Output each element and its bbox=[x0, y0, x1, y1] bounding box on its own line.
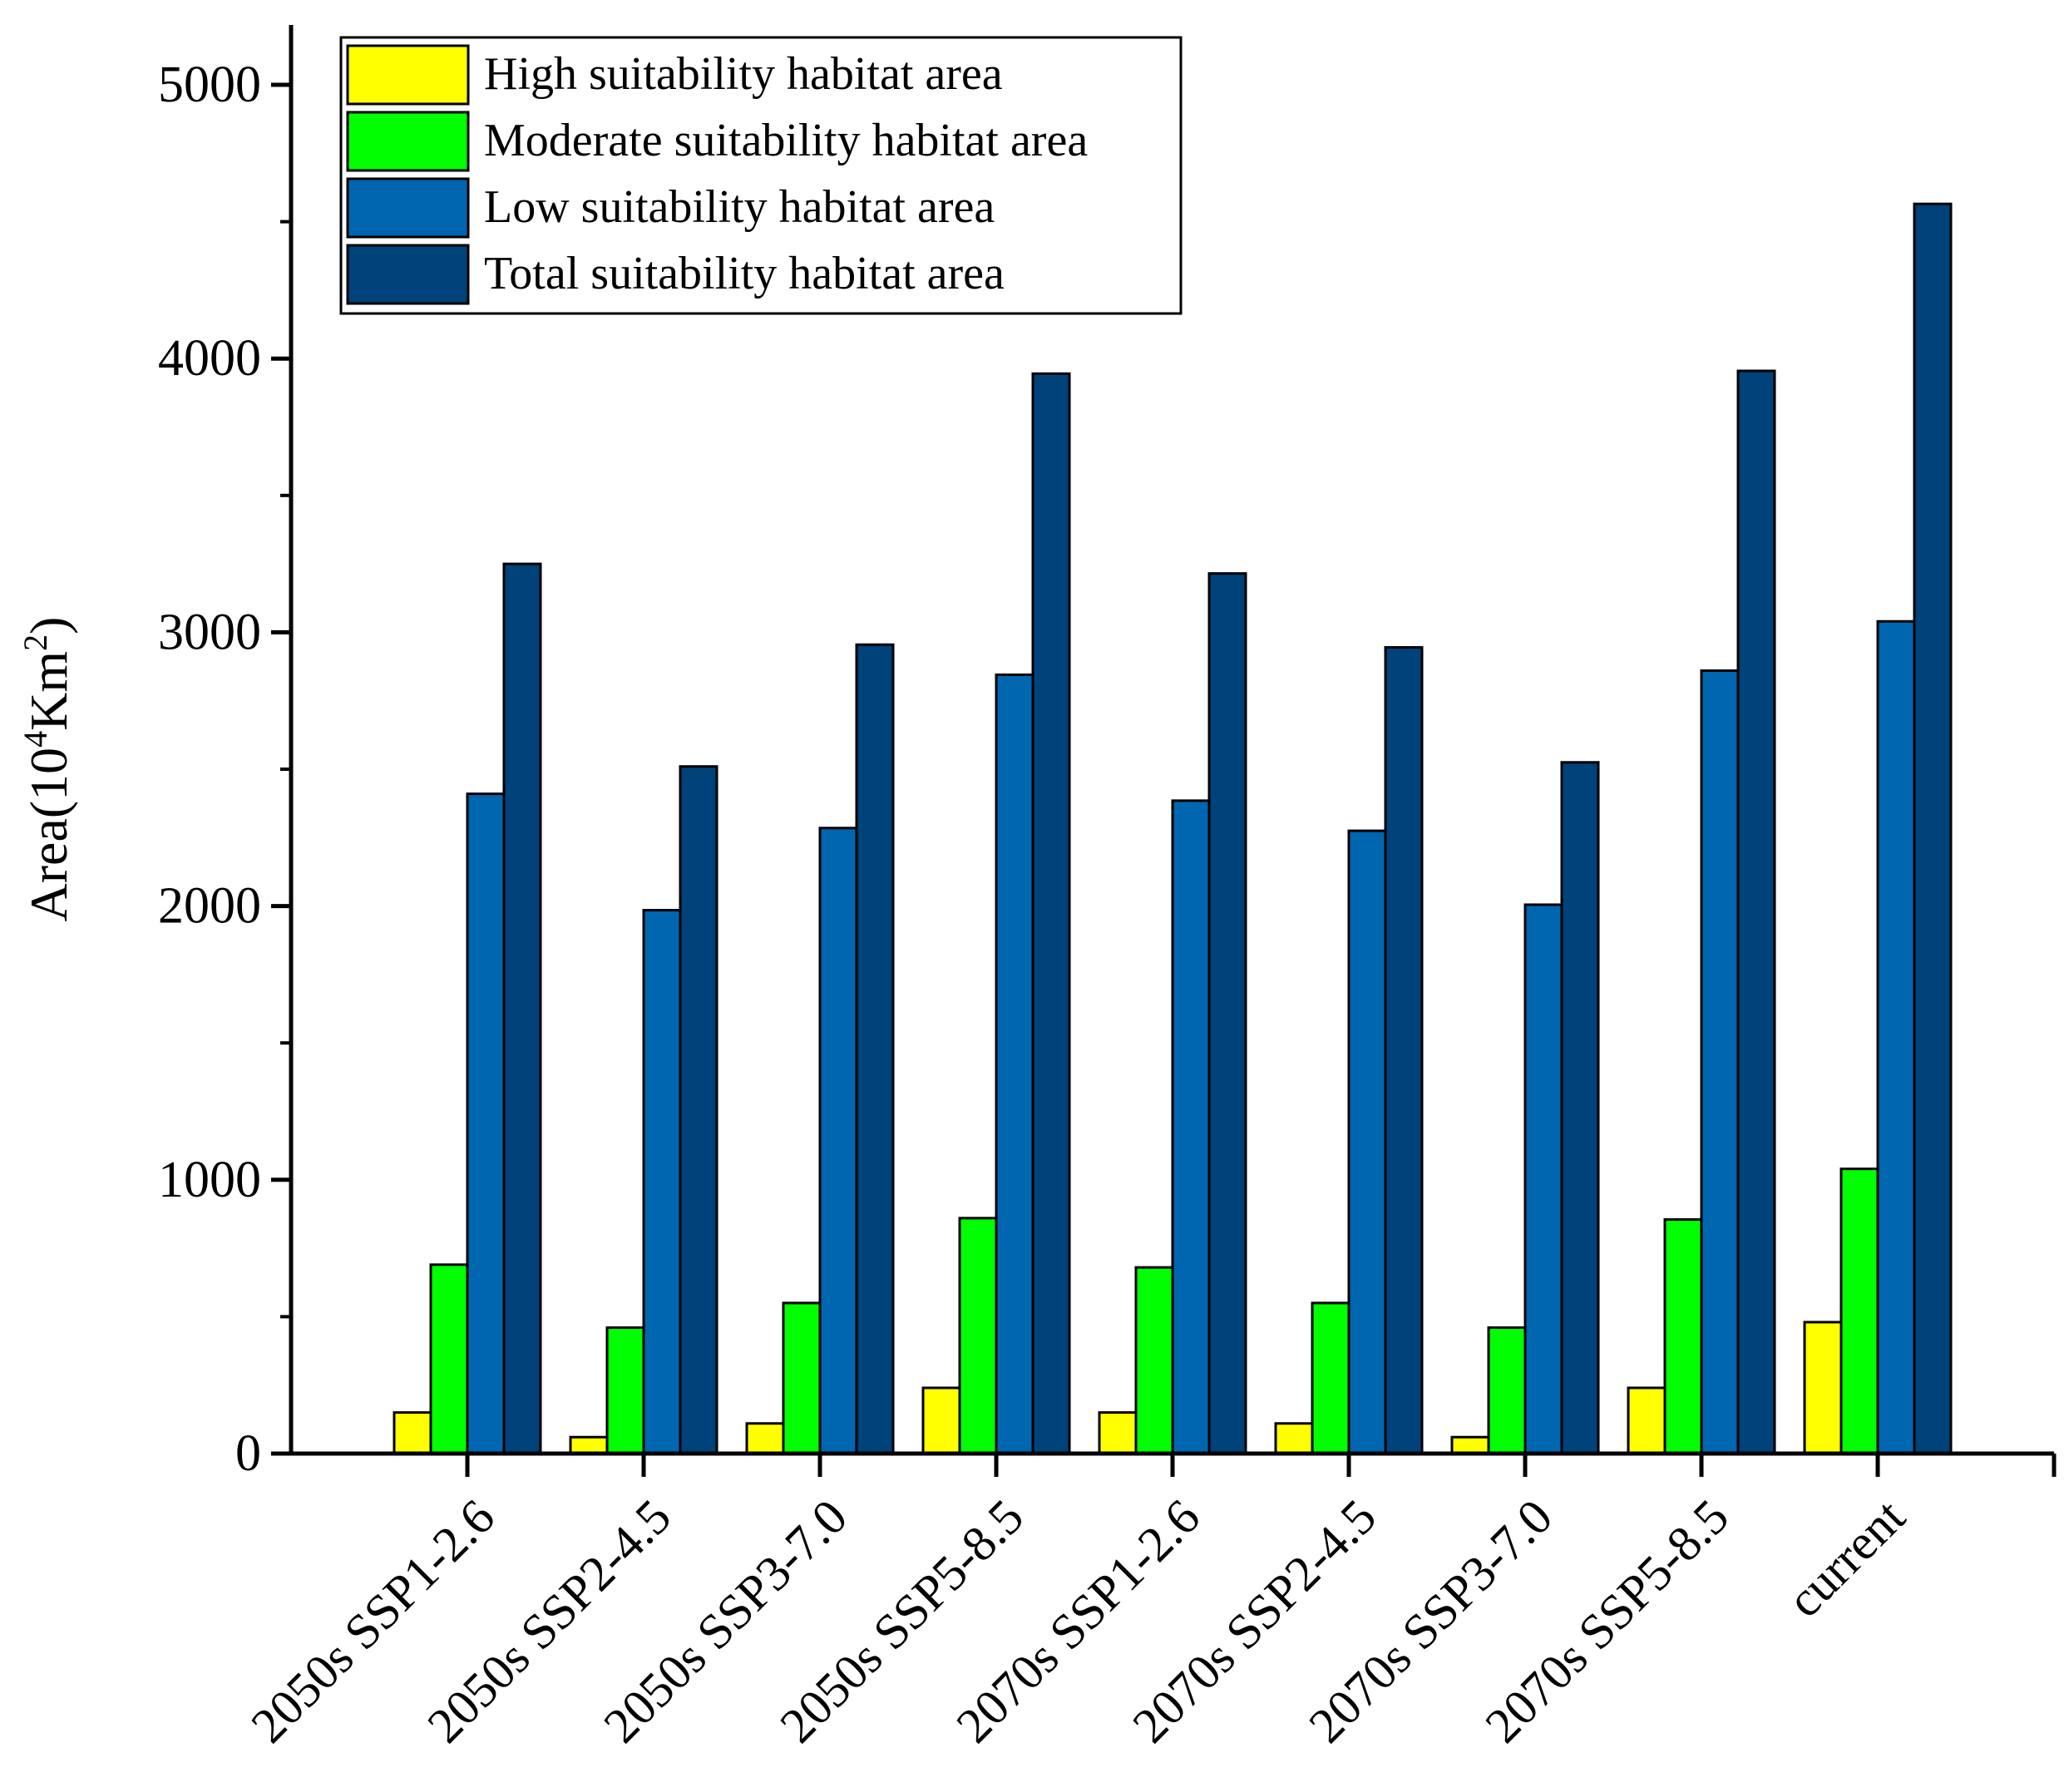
bar-moderate-suitability-habitat-area-2050s-ssp2-4-5 bbox=[605, 1326, 645, 1455]
bar-total-suitability-habitat-area-2070s-ssp2-4-5 bbox=[1384, 646, 1424, 1455]
bar-moderate-suitability-habitat-area-2070s-ssp5-8-5 bbox=[1663, 1218, 1703, 1455]
bar-moderate-suitability-habitat-area-2050s-ssp3-7-0 bbox=[782, 1301, 822, 1455]
x-tick-label: current bbox=[1776, 1488, 1915, 1627]
bar-low-suitability-habitat-area-2070s-ssp3-7-0 bbox=[1523, 903, 1563, 1455]
bar-high-suitability-habitat-area-2070s-ssp5-8-5 bbox=[1627, 1386, 1667, 1455]
y-axis-title-part: 4 bbox=[17, 731, 54, 748]
bar-moderate-suitability-habitat-area-2050s-ssp5-8-5 bbox=[958, 1217, 998, 1455]
legend-swatch-moderate-suitability-habitat-area bbox=[346, 111, 470, 172]
bar-high-suitability-habitat-area-2050s-ssp5-8-5 bbox=[921, 1386, 961, 1455]
bar-moderate-suitability-habitat-area-2050s-ssp1-2-6 bbox=[429, 1263, 469, 1455]
bar-high-suitability-habitat-area-current bbox=[1803, 1321, 1843, 1455]
legend-swatch-low-suitability-habitat-area bbox=[346, 177, 470, 239]
y-axis-title-part: Km bbox=[19, 651, 78, 731]
y-tick-label: 5000 bbox=[158, 57, 261, 113]
y-axis-title: Area(104Km2) bbox=[17, 617, 78, 922]
legend-label: High suitability habitat area bbox=[484, 48, 1003, 100]
bar-total-suitability-habitat-area-2070s-ssp5-8-5 bbox=[1736, 369, 1776, 1455]
bar-total-suitability-habitat-area-2050s-ssp3-7-0 bbox=[855, 643, 895, 1455]
bar-high-suitability-habitat-area-2070s-ssp3-7-0 bbox=[1450, 1435, 1490, 1455]
bar-total-suitability-habitat-area-2070s-ssp3-7-0 bbox=[1560, 761, 1600, 1455]
y-tick-label: 0 bbox=[235, 1425, 261, 1482]
bar-low-suitability-habitat-area-current bbox=[1876, 620, 1916, 1455]
legend-label: Total suitability habitat area bbox=[484, 248, 1005, 299]
bar-total-suitability-habitat-area-current bbox=[1913, 202, 1953, 1455]
bar-total-suitability-habitat-area-2050s-ssp1-2-6 bbox=[502, 562, 542, 1455]
y-tick-label: 1000 bbox=[158, 1152, 261, 1208]
legend-label: Moderate suitability habitat area bbox=[484, 115, 1088, 166]
bar-low-suitability-habitat-area-2050s-ssp3-7-0 bbox=[818, 827, 858, 1455]
y-tick-label: 4000 bbox=[158, 330, 261, 387]
legend-swatch-total-suitability-habitat-area bbox=[346, 244, 470, 305]
legend-label: Low suitability habitat area bbox=[484, 181, 995, 233]
legend: High suitability habitat area Moderate su… bbox=[339, 36, 1183, 315]
legend-swatch-high-suitability-habitat-area bbox=[346, 44, 470, 106]
bar-low-suitability-habitat-area-2050s-ssp2-4-5 bbox=[642, 909, 682, 1455]
bar-low-suitability-habitat-area-2050s-ssp5-8-5 bbox=[995, 673, 1034, 1455]
y-axis-title-part: Area(10 bbox=[19, 748, 78, 922]
bar-total-suitability-habitat-area-2070s-ssp1-2-6 bbox=[1207, 572, 1247, 1455]
y-ticks: 0 1000 2000 3000 4000 5000 bbox=[158, 57, 291, 1482]
bar-high-suitability-habitat-area-2050s-ssp3-7-0 bbox=[745, 1422, 785, 1455]
bar-high-suitability-habitat-area-2070s-ssp1-2-6 bbox=[1098, 1411, 1138, 1455]
bars-layer bbox=[393, 202, 1953, 1455]
bar-high-suitability-habitat-area-2070s-ssp2-4-5 bbox=[1274, 1422, 1314, 1455]
y-axis-title-part: 2 bbox=[17, 634, 54, 651]
bar-high-suitability-habitat-area-2050s-ssp1-2-6 bbox=[393, 1411, 432, 1455]
bar-moderate-suitability-habitat-area-current bbox=[1839, 1168, 1879, 1455]
y-tick-label: 2000 bbox=[158, 878, 261, 935]
bar-moderate-suitability-habitat-area-2070s-ssp2-4-5 bbox=[1311, 1301, 1351, 1455]
bar-low-suitability-habitat-area-2070s-ssp1-2-6 bbox=[1171, 799, 1211, 1455]
bar-low-suitability-habitat-area-2070s-ssp2-4-5 bbox=[1347, 829, 1387, 1455]
bar-low-suitability-habitat-area-2050s-ssp1-2-6 bbox=[466, 792, 506, 1455]
bar-moderate-suitability-habitat-area-2070s-ssp3-7-0 bbox=[1487, 1326, 1527, 1455]
bar-low-suitability-habitat-area-2070s-ssp5-8-5 bbox=[1700, 669, 1740, 1455]
bar-total-suitability-habitat-area-2050s-ssp5-8-5 bbox=[1031, 372, 1071, 1455]
y-tick-label: 3000 bbox=[158, 604, 261, 660]
legend-frame bbox=[339, 36, 1183, 315]
bar-total-suitability-habitat-area-2050s-ssp2-4-5 bbox=[679, 765, 718, 1455]
bar-high-suitability-habitat-area-2050s-ssp2-4-5 bbox=[569, 1435, 609, 1455]
y-axis-title-part: ) bbox=[19, 617, 78, 634]
bar-moderate-suitability-habitat-area-2070s-ssp1-2-6 bbox=[1134, 1266, 1174, 1455]
